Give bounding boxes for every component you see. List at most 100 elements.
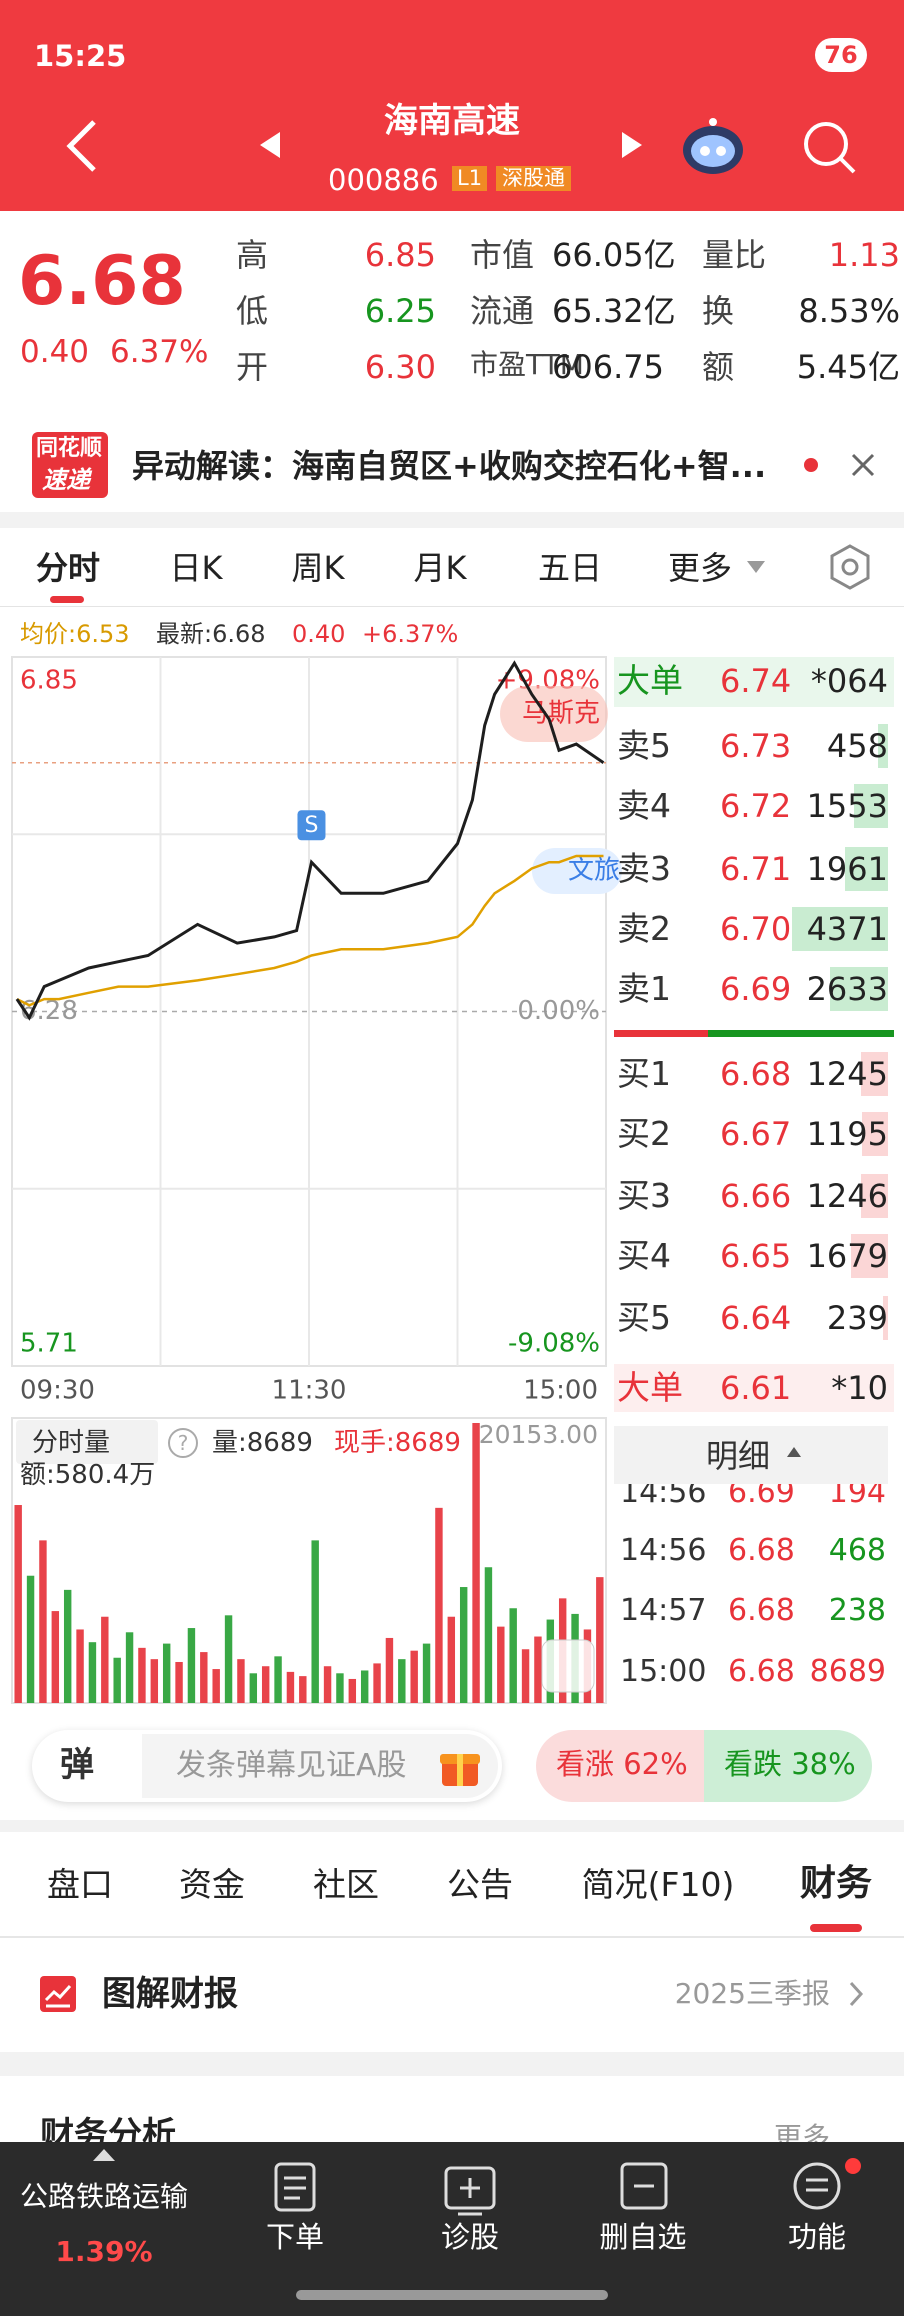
x-tick-label: 15:00 <box>523 1376 598 1406</box>
vote-down[interactable] <box>704 1730 872 1802</box>
book-volume: 1679 <box>806 1237 888 1275</box>
trade-price: 6.68 <box>728 1593 795 1628</box>
section-tab[interactable]: 财务 <box>799 1863 873 1904</box>
stat-value: 1.13 <box>828 236 900 274</box>
price-change: 0.40 <box>20 334 90 370</box>
prev-stock[interactable] <box>258 130 282 160</box>
volume-bar <box>851 1234 888 1278</box>
robot-icon[interactable] <box>680 114 746 180</box>
close-button[interactable] <box>850 452 876 478</box>
book-volume: 458 <box>826 727 888 765</box>
x-tick-label: 09:30 <box>20 1376 95 1406</box>
report-period[interactable]: 2025三季报 <box>674 1977 830 2010</box>
volume-bar <box>385 1637 394 1703</box>
percent: +6.37% <box>362 620 459 648</box>
volume-bar <box>125 1632 134 1703</box>
annotation: S <box>304 813 318 838</box>
section-tab[interactable]: 简况(F10) <box>581 1865 735 1904</box>
tab[interactable]: 五日 <box>537 549 603 587</box>
vote-up-label: 看涨 62% <box>556 1747 688 1781</box>
sector-name[interactable]: 公路铁路运输 <box>19 2180 189 2213</box>
book-divider <box>708 1030 894 1037</box>
trade-time: 15:00 <box>620 1654 707 1689</box>
expand-button <box>541 1639 595 1693</box>
report-title[interactable]: 图解财报 <box>102 1974 238 2014</box>
volume-bar <box>286 1671 295 1703</box>
sector-change: 1.39% <box>55 2235 153 2268</box>
nav-item[interactable]: 诊股 <box>440 2220 500 2254</box>
y-tick-label: 6.28 <box>20 996 78 1026</box>
annotation: 马斯克 <box>522 699 600 729</box>
logo-text: 同花顺 <box>36 436 103 461</box>
news-text[interactable]: 异动解读：海南自贸区+收购交控石化+智... <box>132 447 767 485</box>
stat-value: 5.45亿 <box>796 348 900 386</box>
next-stock[interactable] <box>620 130 644 160</box>
battery: 76 <box>815 38 867 72</box>
volume-bar <box>497 1626 505 1703</box>
separator <box>0 512 904 528</box>
tab[interactable]: 分时 <box>35 549 101 587</box>
y2-tick-label: -9.08% <box>508 1329 600 1359</box>
section-tab[interactable]: 资金 <box>179 1865 245 1904</box>
trade-price: 6.68 <box>728 1533 795 1568</box>
annotation-bubble <box>532 848 622 894</box>
nav-item[interactable]: 删自选 <box>599 2220 687 2254</box>
y-tick-label: 5.71 <box>20 1329 78 1359</box>
section-tab[interactable]: 社区 <box>313 1865 379 1904</box>
stock-name: 海南高速 <box>384 101 520 141</box>
gift-icon[interactable] <box>438 1744 482 1788</box>
back-button[interactable] <box>56 116 106 176</box>
volume-frame <box>11 1417 607 1704</box>
trade-price: 6.68 <box>728 1654 795 1689</box>
volume-title: 分时量 <box>32 1428 111 1458</box>
stat-value: 6.30 <box>364 348 436 386</box>
volume-bar <box>63 1589 72 1703</box>
current-hand: 现手:8689 <box>334 1428 461 1458</box>
volume-bar <box>237 1659 245 1703</box>
danmaku-button[interactable]: 弹 <box>60 1745 94 1785</box>
stat-label: 换 <box>702 292 735 330</box>
help-icon[interactable]: ? <box>168 1428 198 1458</box>
volume-bar <box>373 1663 381 1703</box>
book-volume: 1961 <box>806 850 888 888</box>
section-tab[interactable]: 公告 <box>447 1865 513 1904</box>
nav-item[interactable]: 下单 <box>265 2220 325 2254</box>
stat-label: 开 <box>236 348 269 386</box>
volume-bar <box>261 1666 270 1703</box>
volume-bar <box>274 1656 282 1703</box>
book-label: 卖4 <box>617 786 671 825</box>
danmaku-placeholder: 发条弹幕见证A股 <box>176 1748 407 1783</box>
badge: L1 <box>452 166 488 191</box>
trades-header[interactable] <box>614 1426 888 1484</box>
danmaku-input[interactable] <box>142 1734 498 1798</box>
vote-up[interactable] <box>536 1730 704 1802</box>
separator <box>0 2052 904 2076</box>
settings-button[interactable] <box>826 542 874 592</box>
tab[interactable]: 日K <box>169 549 223 587</box>
trades-title: 明细 <box>705 1437 771 1475</box>
volume-bar <box>596 1577 604 1703</box>
intraday-chart: 5.716.286.85-9.08%0.00%+9.08%09:30 11:30 1… <box>11 656 622 1704</box>
annotation-bubble <box>500 686 608 742</box>
book-volume: 1245 <box>806 1055 888 1093</box>
book-price: 6.72 <box>720 787 792 825</box>
book-price: 6.70 <box>720 910 792 948</box>
dropdown-caret <box>747 561 765 573</box>
annotation-marker <box>297 810 326 841</box>
volume-bar <box>844 847 888 891</box>
volume-bar <box>113 1657 121 1703</box>
book-volume: 239 <box>826 1299 888 1337</box>
section-tab[interactable]: 盘口 <box>47 1865 113 1904</box>
nav-icons <box>274 2158 861 2216</box>
tab[interactable]: 月K <box>413 549 467 587</box>
tab[interactable]: 周K <box>291 549 345 587</box>
volume-bar <box>521 1649 530 1703</box>
volume-bar <box>853 784 888 828</box>
volume-selector[interactable] <box>16 1420 158 1464</box>
search-button[interactable] <box>800 118 860 178</box>
chevron <box>849 1981 864 2007</box>
tab[interactable]: 更多 <box>667 549 733 587</box>
volume-bar <box>410 1650 418 1703</box>
nav-item[interactable]: 功能 <box>787 2220 847 2254</box>
